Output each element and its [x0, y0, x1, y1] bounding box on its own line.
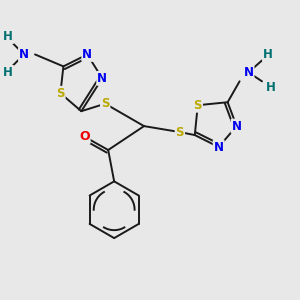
Text: H: H [266, 81, 276, 94]
Text: H: H [3, 30, 13, 43]
Text: O: O [79, 130, 90, 143]
Text: N: N [19, 48, 29, 61]
Text: H: H [263, 48, 273, 61]
Text: S: S [176, 126, 184, 139]
Text: N: N [214, 140, 224, 154]
Text: N: N [232, 120, 242, 133]
Text: S: S [56, 87, 65, 100]
Text: N: N [82, 48, 92, 61]
Text: S: S [194, 99, 202, 112]
Text: H: H [3, 66, 13, 79]
Text: S: S [101, 97, 110, 110]
Text: N: N [97, 72, 107, 85]
Text: N: N [244, 66, 254, 79]
